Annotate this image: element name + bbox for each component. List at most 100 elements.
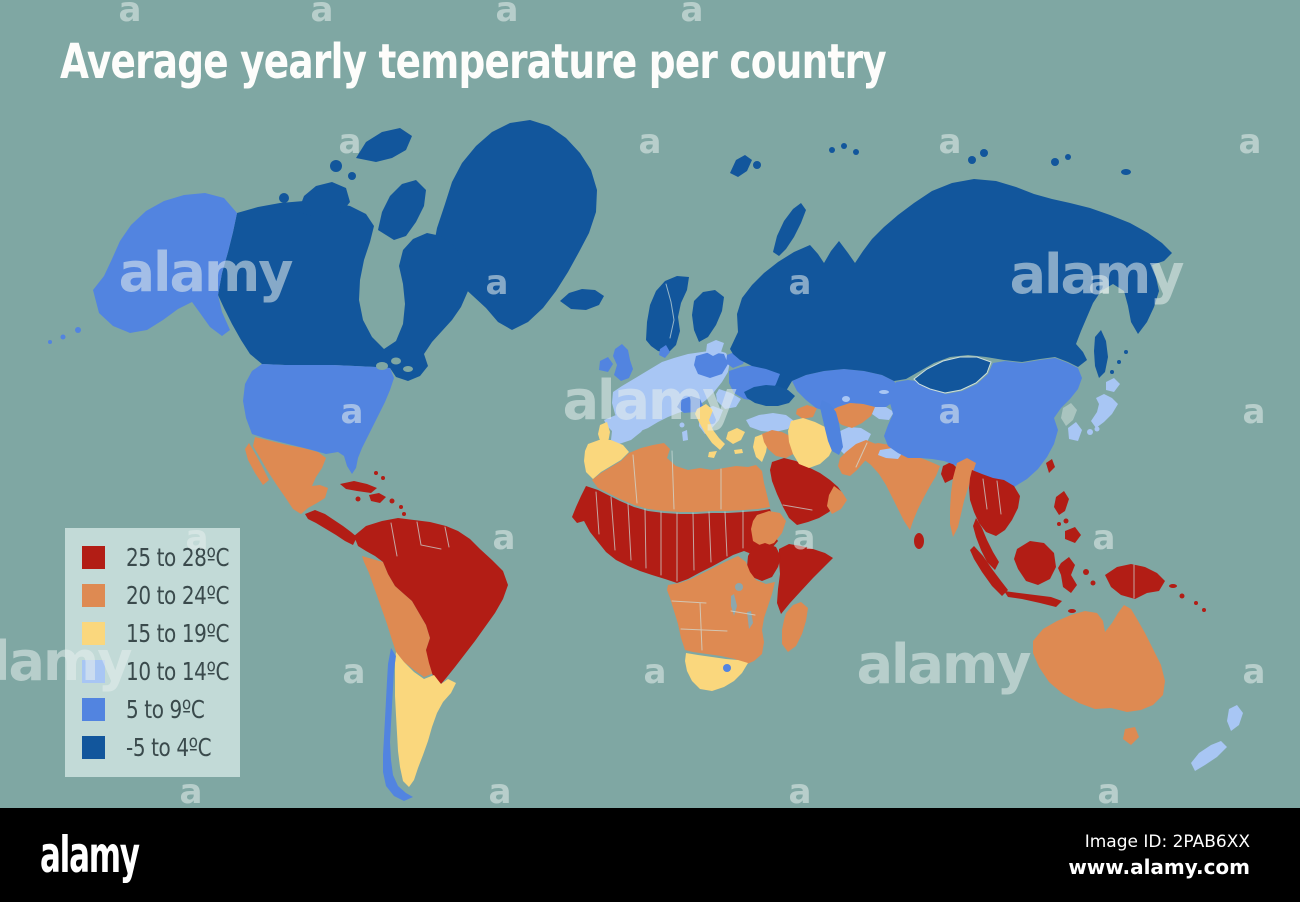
region-visayas [1057, 522, 1061, 526]
region-argentina [395, 652, 456, 787]
region-canadian-arctic [330, 160, 342, 172]
region-canadian-arctic [298, 182, 350, 217]
region-kazakhstan [792, 369, 900, 412]
region-mexico [253, 437, 328, 514]
region-russia [730, 179, 1172, 399]
region-ireland [599, 357, 613, 372]
region-novaya-zemlya [773, 203, 806, 256]
region-aleutian-islands [60, 334, 66, 340]
region-denmark [659, 345, 670, 358]
region-hokkaido [1106, 378, 1120, 392]
region-hispaniola [369, 493, 386, 503]
region-kenya [747, 543, 781, 581]
region-north-korea [1061, 403, 1077, 426]
region-poland [694, 352, 728, 378]
region-chile [383, 648, 413, 801]
map-graphic: Average yearly temperature per country 2… [0, 0, 1266, 808]
region-cuba [340, 481, 377, 493]
region-usa [243, 364, 394, 474]
region-franz-josef [853, 149, 859, 155]
region-turkey [746, 413, 794, 432]
lake-malawi [747, 611, 753, 629]
region-alps [677, 396, 703, 413]
region-moluccas [1090, 580, 1096, 586]
region-wrangel [1121, 169, 1131, 175]
region-south-korea [1068, 422, 1082, 441]
region-india [854, 443, 940, 530]
legend-item: 10 to 14ºC [82, 652, 240, 690]
region-sumatra [970, 546, 1008, 596]
region-sakhalin [1094, 330, 1108, 378]
region-crete [734, 449, 743, 454]
legend-item: 20 to 24ºC [82, 576, 240, 614]
legend-label: 15 to 19ºC [126, 618, 230, 648]
alamy-logo: alamy [40, 826, 140, 884]
region-severnaya [980, 149, 988, 157]
region-iceland [560, 289, 604, 310]
region-central-asia [828, 403, 875, 428]
footer-info: Image ID: 2PAB6XX www.alamy.com [1068, 832, 1250, 879]
legend-label: 10 to 14ºC [126, 656, 230, 686]
region-nz-south [1191, 741, 1227, 771]
region-lesotho [723, 664, 731, 672]
region-franz-josef [841, 143, 847, 149]
legend-item: 25 to 28ºC [82, 538, 240, 576]
lake-tanganyika [731, 594, 737, 616]
legend-swatch [82, 545, 105, 569]
region-central-america [305, 510, 357, 545]
region-borneo [1014, 541, 1056, 585]
image-id: Image ID: 2PAB6XX [1084, 831, 1250, 852]
region-brazil-north-sa [354, 518, 508, 684]
region-romania [716, 389, 741, 409]
region-morocco [584, 440, 629, 479]
great-lakes [391, 357, 401, 365]
region-canadian-arctic [279, 193, 289, 203]
world-map [48, 120, 1243, 801]
region-south-africa [685, 653, 748, 691]
region-baltics [706, 340, 724, 356]
legend: 25 to 28ºC 20 to 24ºC 15 to 19ºC 10 to 1… [65, 528, 240, 777]
region-lesser-sunda [1068, 609, 1076, 613]
alamy-url: www.alamy.com [1068, 854, 1250, 879]
region-alaska [93, 193, 237, 336]
legend-label: 25 to 28ºC [126, 542, 230, 572]
region-sri-lanka [914, 533, 924, 549]
region-spain [604, 413, 648, 444]
legend-swatch [82, 735, 105, 759]
region-andes [362, 556, 440, 677]
region-canada [218, 201, 469, 381]
region-puerto-rico [389, 498, 395, 504]
page-title: Average yearly temperature per country [60, 34, 887, 90]
region-new-guinea [1105, 564, 1165, 599]
region-antilles [399, 505, 403, 509]
region-ethiopia [751, 511, 786, 547]
region-aleutian-islands [75, 327, 81, 333]
legend-swatch [82, 659, 105, 683]
region-java [1004, 591, 1062, 607]
region-taiwan [1046, 459, 1055, 473]
region-sahel-west-africa [572, 486, 778, 583]
region-mongolia [913, 356, 992, 394]
region-tajikistan [872, 407, 894, 420]
region-severnaya [968, 156, 976, 164]
country-borders [390, 283, 1135, 651]
great-lakes [403, 366, 413, 372]
region-kurils [1124, 350, 1128, 354]
legend-label: 20 to 24ºC [126, 580, 230, 610]
region-caucasus [796, 405, 817, 419]
region-new-siberian [1065, 154, 1071, 160]
region-franz-josef [829, 147, 835, 153]
region-malay-peninsula [973, 518, 999, 570]
footer-bar: alamy Image ID: 2PAB6XX www.alamy.com [0, 808, 1300, 902]
region-kurils [1117, 360, 1121, 364]
lake-victoria [735, 583, 743, 591]
caspian-sea [820, 400, 843, 455]
region-shikoku [1094, 426, 1100, 432]
region-italy [695, 404, 725, 450]
region-moluccas [1083, 569, 1089, 575]
region-svalbard [730, 155, 752, 177]
region-canadian-arctic [348, 172, 356, 180]
region-aleutian-islands [48, 340, 52, 344]
region-luzon [1054, 491, 1069, 515]
black-sea [744, 385, 795, 406]
